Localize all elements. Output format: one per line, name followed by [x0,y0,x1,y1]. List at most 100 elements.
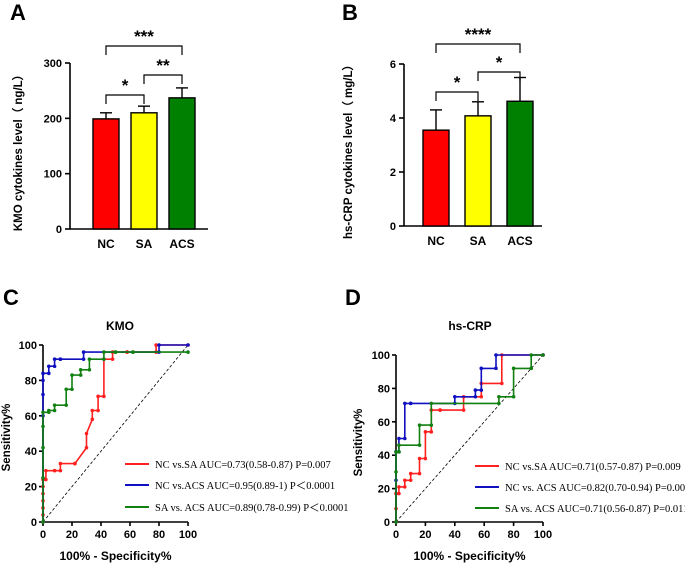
y-axis-label: Sensitivity% [1,404,13,472]
roc-point [58,461,63,466]
roc-curve-1 [42,344,188,522]
bar-nc [422,129,450,227]
roc-point [47,408,51,413]
roc-point [52,357,57,361]
roc-point [403,436,407,441]
x-tick-label: 20 [66,529,78,541]
roc-point [394,450,398,454]
roc-point [541,353,545,357]
x-tick-label: 40 [449,529,461,541]
x-tick-label: 100 [534,529,552,541]
roc-point [84,445,89,450]
roc-point [394,470,398,474]
roc-point [497,394,501,399]
bar-sa [464,115,492,227]
category-label: NC [97,237,115,251]
roc-point [511,394,516,399]
category-label: NC [427,234,445,248]
bar-acs [506,100,534,227]
y-tick-label: 200 [44,113,62,125]
roc-point [154,343,158,347]
roc-point [429,430,434,434]
x-axis-label: 100% - Specificity% [413,549,525,563]
roc-point [70,387,74,392]
y-tick-label: 0 [56,224,62,236]
y-tick-label: 40 [25,446,37,458]
roc-point [529,366,534,371]
panel-b: B 0 2 4 6 hs-CRP cytokines level（ mg/L） NC SA AC… [341,0,542,248]
y-tick-label: 300 [44,58,62,70]
roc-point [511,366,516,371]
y-tick-label: 80 [25,375,37,387]
roc-point [52,408,57,413]
panel-a: A 0 100 200 300 KMO cytokines level（ ng/L） NC S… [10,0,208,251]
significance-label: * [496,53,503,72]
chart-title: hs-CRP [448,319,491,333]
roc-point [87,357,92,361]
y-tick-label: 100 [19,340,37,352]
panel-c: C KMO 0 20 40 60 80 100 0 20 40 60 80 100 100% - Speci… [1,285,349,563]
roc-point [417,471,422,476]
significance-label: *** [134,27,154,46]
significance-bracket [435,43,521,53]
significance-label: ** [156,56,170,75]
roc-point [96,394,100,399]
roc-point [479,394,484,399]
y-tick-label: 100 [44,169,62,181]
roc-point [52,364,57,369]
significance-bracket [435,91,479,101]
roc-point [90,408,95,413]
roc-point [403,401,407,406]
roc-point [497,401,501,406]
legend-label: SA vs. ACS AUC=0.71(0.56-0.87) P=0.011 [505,504,685,515]
roc-point [90,417,95,422]
roc-point [96,408,100,413]
bar-nc [92,118,120,230]
roc-point [186,350,190,354]
roc-point [81,357,86,361]
roc-point [78,367,83,372]
x-tick-label: 60 [124,529,136,541]
significance-bracket [143,74,183,84]
roc-point [102,350,106,354]
bar-sa [130,112,158,230]
roc-point [73,461,77,466]
roc-point [64,403,68,407]
roc-point [58,468,63,473]
roc-point [397,443,401,447]
y-tick-label: 2 [390,167,396,179]
x-tick-label: 0 [393,529,399,541]
significance-label: * [122,76,129,95]
legend-label: NC vs.SA AUC=0.73(0.58-0.87) P=0.007 [155,460,331,471]
significance-bracket [105,94,145,104]
roc-point [423,456,428,461]
legend-label: NC vs.SA AUC=0.71(0.57-0.87) P=0.009 [505,462,681,473]
roc-point [500,381,504,386]
category-label: ACS [507,234,532,248]
roc-point [429,401,434,406]
roc-point [186,343,190,347]
roc-point [44,477,48,482]
x-tick-label: 80 [507,529,519,541]
roc-point [41,445,45,450]
roc-point [157,343,161,347]
roc-point [494,366,498,371]
y-tick-label: 60 [25,411,37,423]
y-axis-label: Sensitivity% [353,409,365,477]
roc-point [394,520,398,524]
x-tick-label: 80 [153,529,165,541]
roc-point [473,394,478,399]
y-tick-label: 0 [31,517,37,529]
panel-letter: B [342,0,358,25]
roc-point [47,371,51,376]
roc-point [52,403,57,407]
roc-point [461,408,466,412]
roc-point [494,353,498,357]
roc-point [479,388,484,392]
legend-label: SA vs. ACS AUC=0.89(0.78-0.99) P＜0.0001 [155,503,349,514]
roc-point [102,357,106,361]
roc-point [479,366,484,371]
significance-bracket [477,71,521,81]
x-tick-label: 100 [179,529,197,541]
